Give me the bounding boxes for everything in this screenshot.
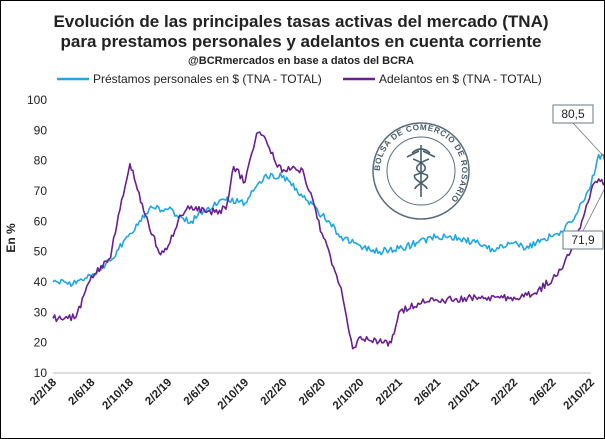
end-label-adelantos: 71,9 <box>562 189 604 250</box>
legend: Préstamos personales en $ (TNA - TOTAL) … <box>57 72 542 86</box>
legend-label-prestamos: Préstamos personales en $ (TNA - TOTAL) <box>93 72 322 86</box>
x-tick-label: 2/10/20 <box>331 377 367 413</box>
x-tick-label: 2/2/22 <box>489 377 520 408</box>
y-tick-label: 40 <box>34 275 48 289</box>
series-line-adelantos <box>52 131 604 350</box>
series-line-prestamos <box>52 153 604 287</box>
x-tick-label: 2/2/19 <box>143 377 174 408</box>
x-tick-label: 2/6/19 <box>182 377 213 408</box>
x-tick-label: 2/2/20 <box>259 377 290 408</box>
y-tick-label: 30 <box>34 305 48 319</box>
y-tick-label: 90 <box>34 123 48 137</box>
end-label-prestamos-value: 80,5 <box>561 107 585 121</box>
y-tick-label: 60 <box>34 214 48 228</box>
y-tick-label: 100 <box>27 93 47 107</box>
bcr-logo: BOLSA DE COMERCIO DE ROSARIO <box>372 122 470 220</box>
x-tick-label: 2/10/22 <box>562 377 598 413</box>
chart-title-line2: para prestamos personales y adelantos en… <box>61 32 542 51</box>
end-label-prestamos: 80,5 <box>552 104 604 158</box>
x-tick-label: 2/6/18 <box>66 376 98 408</box>
x-tick-labels: 2/2/18 2/6/18 2/10/18 2/2/19 2/6/19 2/10/19 2/… <box>28 376 597 412</box>
x-tick-label: 2/10/18 <box>100 376 136 412</box>
y-tick-label: 10 <box>34 366 48 380</box>
x-tick-label: 2/10/21 <box>446 376 482 412</box>
y-axis-label: En % <box>4 223 18 253</box>
x-tick-label: 2/2/18 <box>28 376 60 408</box>
chart-title: Evolución de las principales tasas activ… <box>53 12 548 31</box>
chart-subtitle: @BCRmercados en base a datos del BCRA <box>188 55 414 67</box>
logo-inner-ring <box>386 136 456 206</box>
end-label-adelantos-leader <box>582 189 604 232</box>
end-label-prestamos-leader <box>572 122 604 158</box>
x-tick-label: 2/10/19 <box>216 377 252 413</box>
y-tick-label: 20 <box>34 336 48 350</box>
end-label-adelantos-value: 71,9 <box>571 233 595 247</box>
series-lines <box>52 131 604 350</box>
x-tick-label: 2/6/21 <box>412 376 444 408</box>
x-tick-label: 2/6/22 <box>528 377 559 408</box>
y-tick-label: 80 <box>34 154 48 168</box>
x-tick-label: 2/6/20 <box>297 377 328 408</box>
y-tick-label: 50 <box>34 245 48 259</box>
y-tick-labels: 10 20 30 40 50 60 70 80 90 100 <box>27 93 47 380</box>
legend-label-adelantos: Adelantos en $ (TNA - TOTAL) <box>379 72 542 86</box>
end-label-prestamos-box <box>552 104 594 124</box>
end-label-adelantos-box <box>562 230 604 250</box>
x-tick-label: 2/2/21 <box>374 376 406 408</box>
caduceus-icon <box>406 145 436 197</box>
y-tick-label: 70 <box>34 184 48 198</box>
